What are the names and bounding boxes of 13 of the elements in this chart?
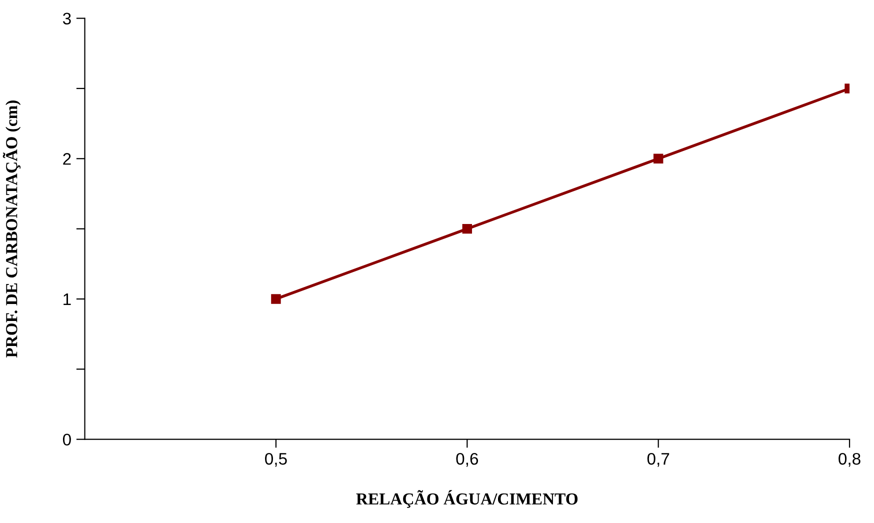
- x-tick-label: 0,5: [265, 452, 287, 467]
- x-tick-label: 0,7: [647, 452, 670, 467]
- y-tick-label: 2: [63, 153, 71, 165]
- point: [271, 294, 281, 304]
- y-tick-label: 3: [62, 12, 71, 25]
- y-tick-label: 1: [64, 294, 71, 306]
- point: [462, 224, 472, 234]
- point: [653, 154, 664, 164]
- y-tick-label: 0: [62, 434, 71, 446]
- x-tick-label: 0,6: [456, 452, 478, 467]
- x-tick-label: 0,8: [838, 452, 860, 467]
- x-axis-title: RELAÇÃO ÁGUA/CIMENTO: [356, 490, 578, 508]
- y-axis-title: PROF. DE CARBONATAÇÃO (cm): [2, 100, 21, 358]
